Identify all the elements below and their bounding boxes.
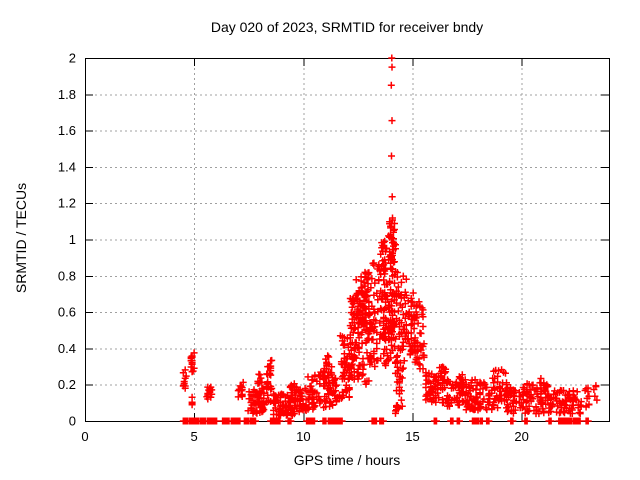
y-tick-label: 2 — [69, 51, 76, 66]
data-points — [179, 54, 601, 425]
y-tick-label: 1.4 — [58, 159, 76, 174]
x-tick-label: 20 — [514, 429, 528, 444]
y-tick-label: 1.8 — [58, 87, 76, 102]
y-tick-label: 0.8 — [58, 268, 76, 283]
x-tick-label: 10 — [296, 429, 310, 444]
chart-title: Day 020 of 2023, SRMTID for receiver bnd… — [210, 19, 484, 35]
y-tick-label: 0 — [69, 414, 76, 429]
tick-labels: 00.20.40.60.811.21.41.61.820 5 10 15 20 — [58, 51, 529, 445]
y-tick-label: 0.6 — [58, 305, 76, 320]
x-tick-label: 15 — [405, 429, 419, 444]
y-tick-label: 0.4 — [58, 341, 76, 356]
y-tick-label: 1.2 — [58, 196, 76, 211]
y-tick-label: 1 — [69, 232, 76, 247]
y-tick-label: 0.2 — [58, 377, 76, 392]
x-axis-label: GPS time / hours — [293, 452, 401, 468]
axes-border — [85, 58, 610, 422]
y-tick-label: 1.6 — [58, 123, 76, 138]
x-tick-label: 0 — [81, 429, 88, 444]
x-tick-label: 5 — [191, 429, 198, 444]
